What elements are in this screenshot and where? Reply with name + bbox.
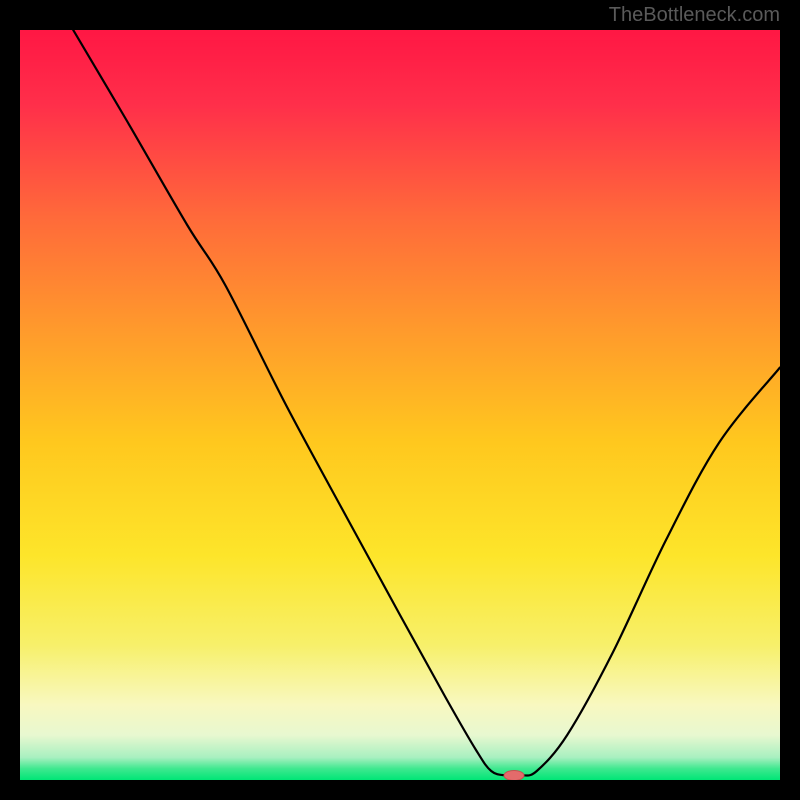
bottleneck-chart <box>20 30 780 780</box>
chart-canvas <box>20 30 780 780</box>
watermark-text: TheBottleneck.com <box>609 4 780 27</box>
chart-background <box>20 30 780 780</box>
minimum-marker <box>504 771 524 781</box>
